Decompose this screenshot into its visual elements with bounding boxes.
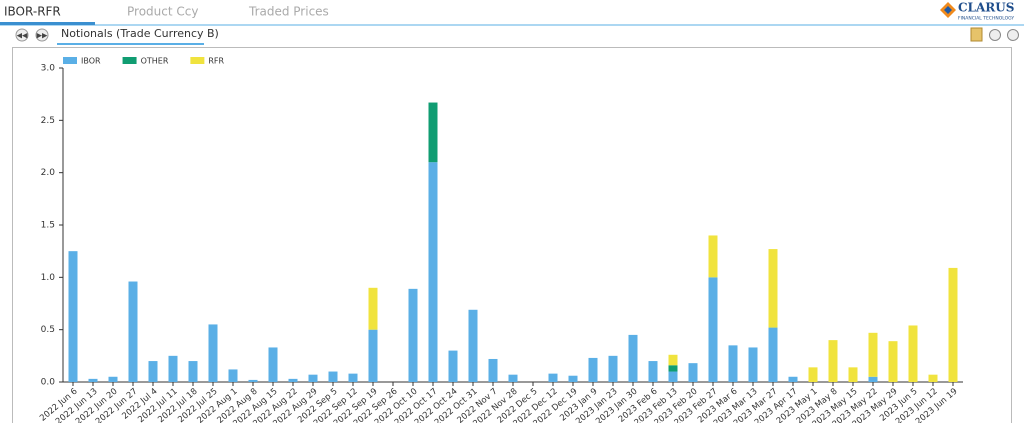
- bar-segment: [148, 361, 158, 382]
- legend-label: OTHER: [141, 57, 169, 66]
- bar-segment: [868, 376, 878, 382]
- bar-segment: [368, 287, 378, 330]
- bar-segment: [688, 363, 698, 382]
- bar-segment: [288, 378, 298, 382]
- bar-segment: [208, 324, 218, 382]
- legend-swatch: [190, 57, 205, 64]
- bar-segment: [888, 341, 898, 382]
- logo-icon-inner: [944, 6, 952, 14]
- bar-segment: [668, 371, 678, 382]
- tab[interactable]: Traded Prices: [248, 5, 329, 19]
- bar-segment: [88, 378, 98, 382]
- bar-segment: [788, 376, 798, 382]
- logo-name: CLARUS: [958, 1, 1014, 15]
- legend-label: IBOR: [81, 57, 101, 66]
- bar-segment: [568, 375, 578, 382]
- collapse-button[interactable]: [989, 29, 1001, 41]
- y-tick-label: 1.5: [41, 221, 55, 231]
- bar-segment: [548, 373, 558, 382]
- bar-segment: [588, 357, 598, 382]
- bar-segment: [948, 267, 958, 382]
- prev-button[interactable]: [15, 28, 29, 42]
- bar-segment: [428, 162, 438, 382]
- bar-segment: [708, 277, 718, 382]
- bar-segment: [828, 340, 838, 382]
- chart-panel: [12, 47, 1012, 427]
- next-icon: ▶▶: [37, 32, 48, 40]
- bar-segment: [728, 345, 738, 382]
- next-button[interactable]: [35, 28, 49, 42]
- bar-segment: [668, 365, 678, 372]
- bar-segment: [68, 251, 78, 382]
- bar-segment: [848, 367, 858, 382]
- bar-segment: [928, 374, 938, 382]
- bar-segment: [408, 288, 418, 382]
- bar-segment: [448, 350, 458, 382]
- bar-segment: [768, 249, 778, 328]
- bar-segment: [228, 369, 238, 382]
- export-button[interactable]: [970, 27, 983, 42]
- legend-swatch: [122, 57, 137, 64]
- y-tick-label: 0.0: [41, 378, 56, 388]
- bar-segment: [268, 347, 278, 382]
- y-tick-label: 3.0: [41, 64, 56, 74]
- bar-segment: [808, 367, 818, 382]
- subtab[interactable]: Notionals (Trade Currency B): [61, 27, 219, 40]
- legend-label: RFR: [208, 57, 224, 66]
- bar-segment: [608, 355, 618, 382]
- bar-segment: [328, 371, 338, 382]
- bar-segment: [508, 374, 518, 382]
- bar-segment: [128, 281, 138, 382]
- bar-segment: [768, 327, 778, 382]
- bar-segment: [308, 374, 318, 382]
- bar-segment: [868, 332, 878, 377]
- legend-swatch: [63, 57, 77, 64]
- bar-segment: [628, 334, 638, 382]
- bar-segment: [668, 354, 678, 366]
- bar-segment: [368, 329, 378, 382]
- bar-segment: [428, 102, 438, 163]
- bar-segment: [468, 309, 478, 382]
- bar-segment: [908, 325, 918, 382]
- y-tick-label: 2.0: [41, 168, 56, 178]
- prev-icon: ◀◀: [17, 32, 28, 40]
- bar-segment: [648, 361, 658, 382]
- bar-segment: [348, 373, 358, 382]
- y-tick-label: 1.0: [41, 273, 56, 283]
- active-tab-indicator: [0, 22, 95, 25]
- bar-segment: [708, 235, 718, 278]
- bar-segment: [168, 355, 178, 382]
- expand-button[interactable]: [1007, 29, 1019, 41]
- bar-segment: [748, 347, 758, 382]
- y-tick-label: 0.5: [41, 325, 55, 335]
- tab[interactable]: Product Ccy: [127, 5, 198, 19]
- logo-tagline: FINANCIAL TECHNOLOGY: [958, 16, 1014, 22]
- bar-segment: [108, 376, 118, 382]
- tab-active[interactable]: IBOR-RFR: [4, 5, 61, 19]
- bar-segment: [488, 358, 498, 382]
- bar-segment: [188, 361, 198, 382]
- bar-segment: [248, 379, 258, 382]
- y-tick-label: 2.5: [41, 116, 55, 126]
